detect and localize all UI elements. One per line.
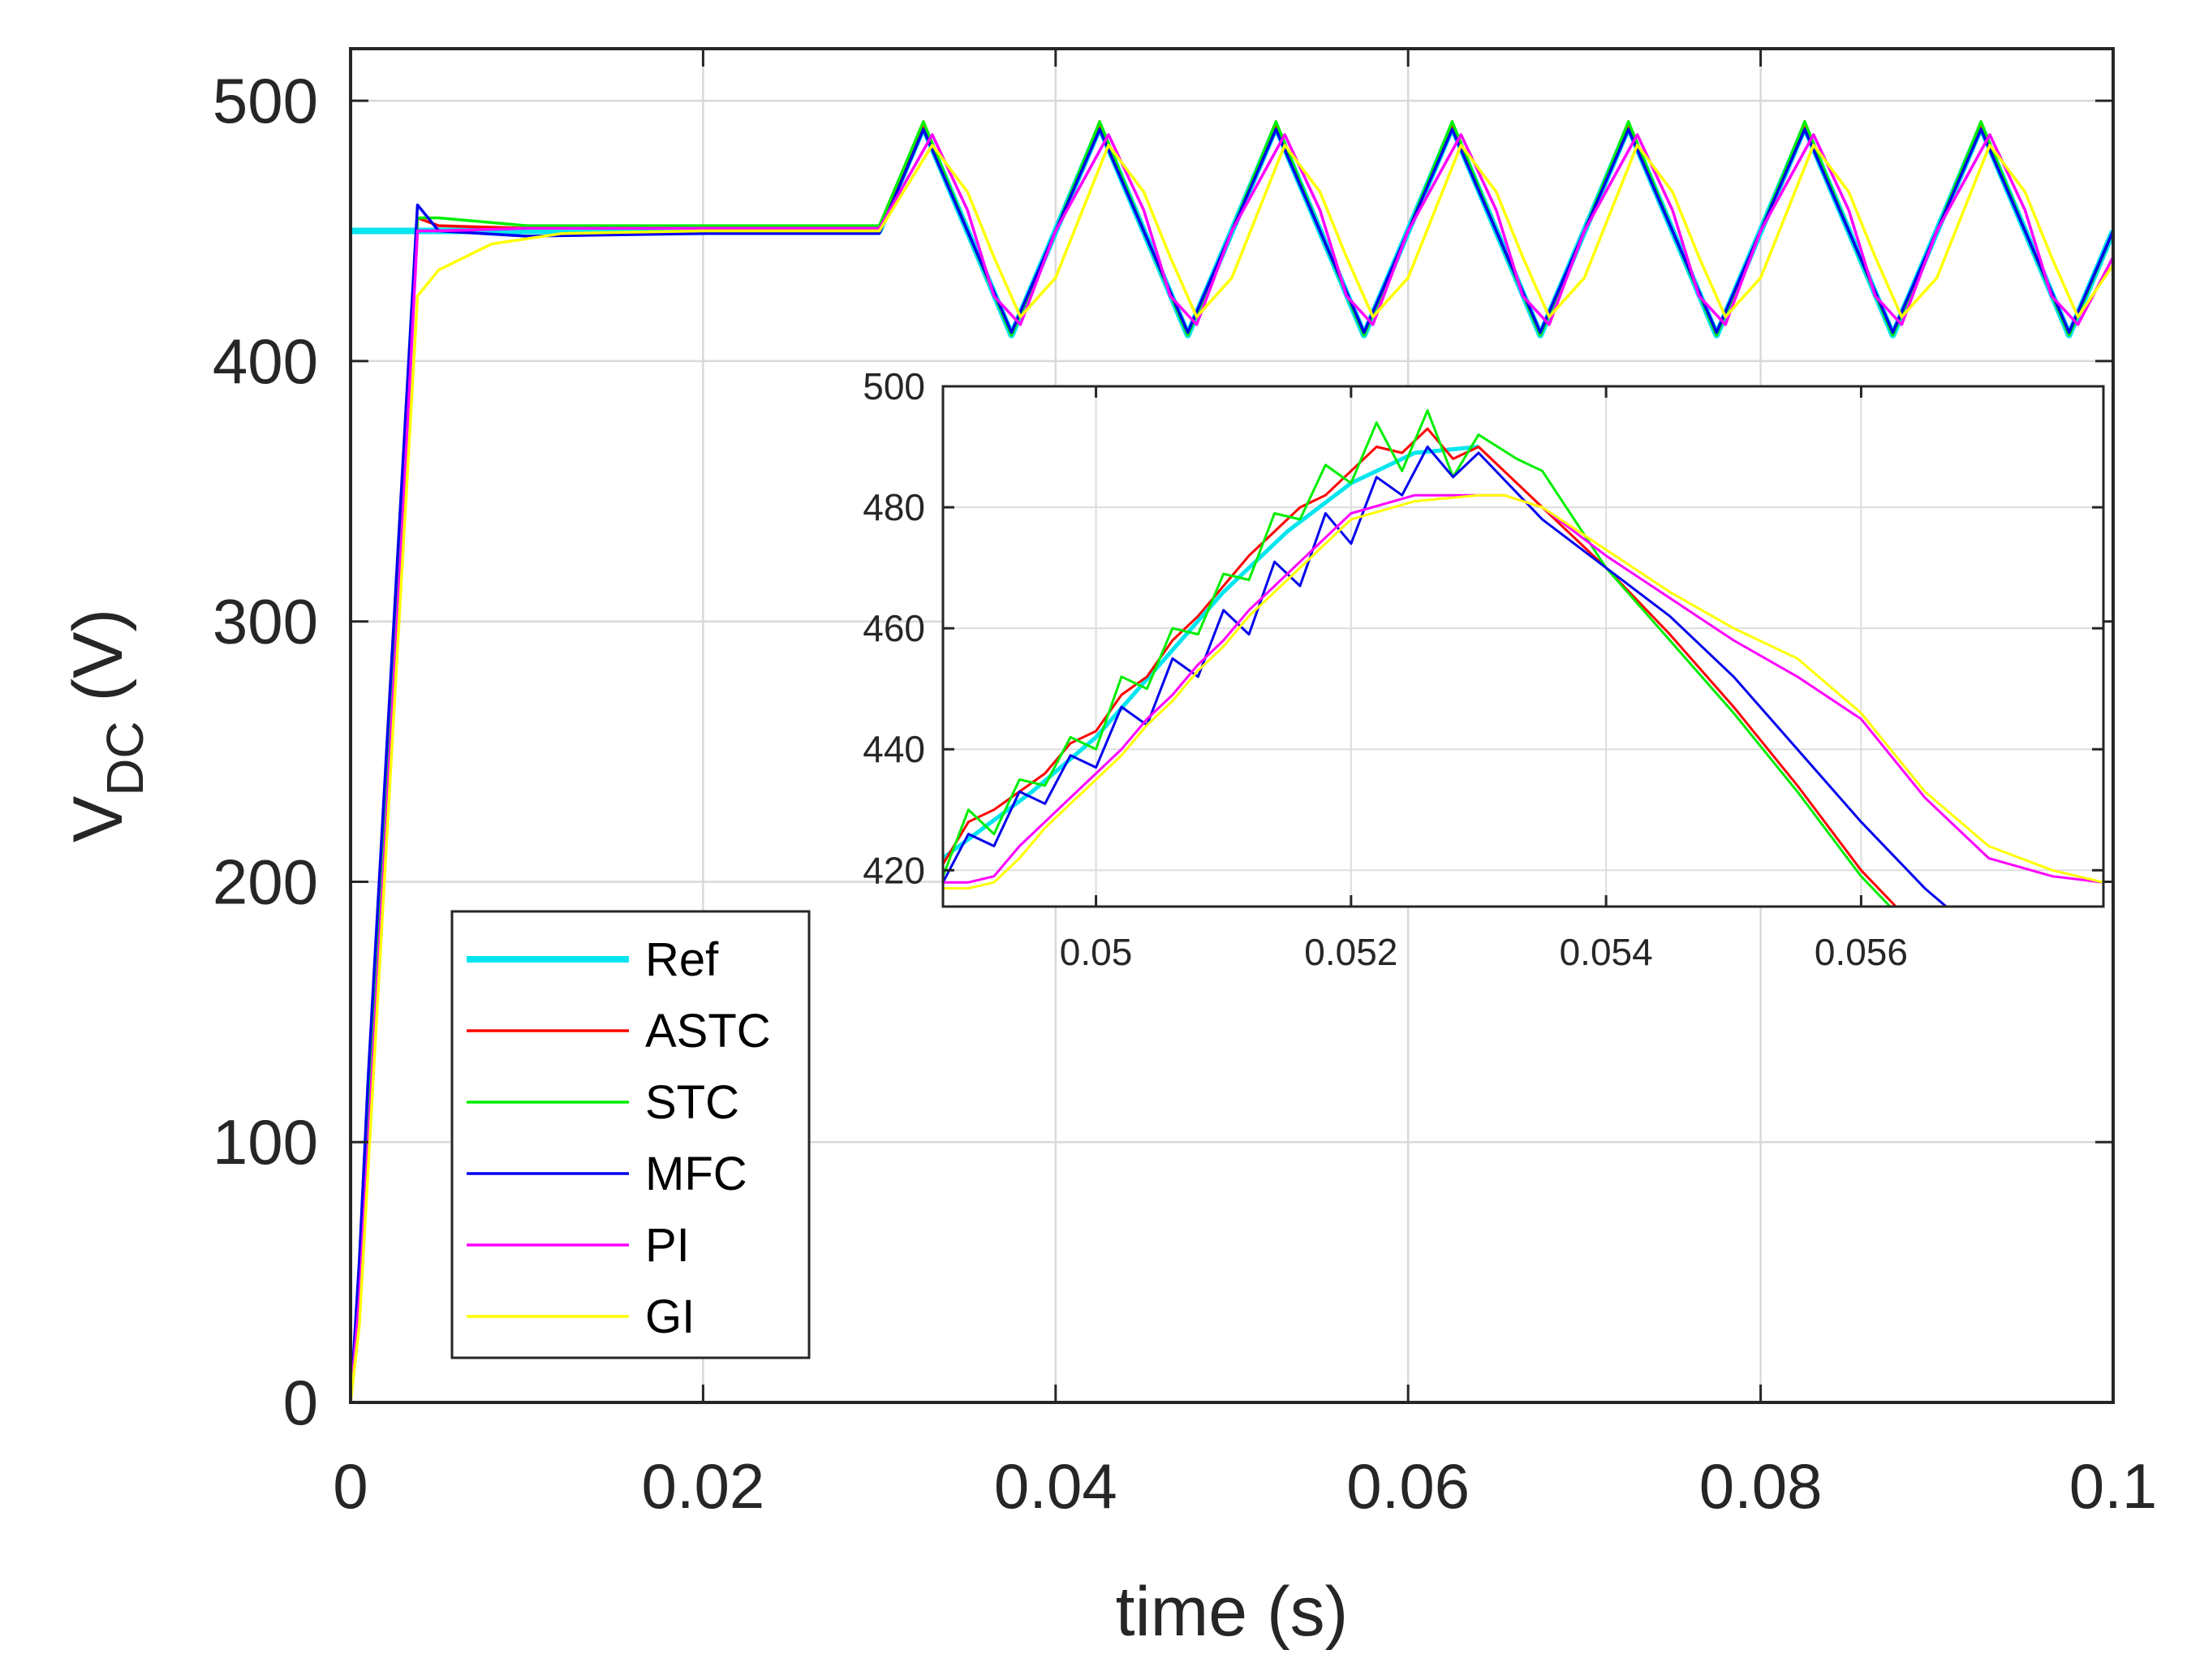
main-x-tick-labels: 0 0.02 0.04 0.06 0.08 0.1 [333,1450,2157,1522]
inset-y-tick-label: 440 [863,728,925,770]
main-y-tick-label: 100 [213,1106,318,1178]
inset-series-astc [943,427,1898,907]
y-axis-label: VDC (V) [59,609,154,842]
inset-plot-lines [943,409,2103,907]
inset-x-tick-label: 0.05 [1060,931,1133,973]
legend-label-gi: GI [645,1290,695,1343]
inset-series-gi [943,493,2103,890]
main-axes-frame [349,47,2115,1404]
main-y-tick-label: 500 [213,65,318,136]
main-y-tick-label: 400 [213,325,318,397]
legend-items: Ref ASTC STC MFC PI GI [467,933,771,1343]
main-x-tick-label: 0.06 [1346,1450,1470,1522]
y-axis-label-subscript: DC [96,721,154,795]
main-x-tick-label: 0 [333,1450,368,1522]
inset-y-tick-labels: 420 440 460 480 500 [863,365,925,891]
legend-label-stc: STC [645,1076,739,1129]
legend-item-stc: STC [467,1076,739,1129]
inset-y-tick-label: 460 [863,607,925,649]
main-x-tick-label: 0.1 [2069,1450,2157,1522]
main-x-tick-label: 0.08 [1699,1450,1823,1522]
inset-y-tick-label: 480 [863,486,925,528]
legend-label-astc: ASTC [645,1005,771,1058]
x-axis-label: time (s) [1116,1573,1349,1651]
inset-y-tick-label: 420 [863,849,925,891]
inset-series-ref [943,445,1479,860]
legend-item-pi: PI [467,1219,690,1272]
legend-label-ref: Ref [645,933,719,986]
legend-item-mfc: MFC [467,1148,747,1200]
legend-box [450,910,811,1359]
legend-item-gi: GI [467,1290,695,1343]
main-y-tick-labels: 0 100 200 300 400 500 [213,65,318,1438]
legend-label-mfc: MFC [645,1148,747,1200]
main-series-gi [351,143,2113,1402]
inset-x-tick-label: 0.056 [1815,931,1908,973]
inset-x-tick-labels: 0.05 0.052 0.054 0.056 [1060,931,1908,973]
inset-axes-frame [941,385,2105,908]
main-series-pi [351,133,2113,1402]
y-axis-label-text: VDC (V) [59,609,154,842]
legend-item-ref: Ref [467,933,719,986]
main-x-tick-label: 0.02 [641,1450,764,1522]
legend: Ref ASTC STC MFC PI GI [450,910,811,1359]
inset-series-pi [943,493,2103,884]
inset-tick-marks [943,385,2103,907]
main-x-tick-label: 0.04 [994,1450,1117,1522]
legend-label-pi: PI [645,1219,690,1272]
y-axis-label-unit: (V) [59,609,137,722]
inset-x-tick-label: 0.054 [1560,931,1653,973]
main-y-tick-label: 0 [283,1367,318,1438]
y-axis-label-main: V [59,796,137,842]
legend-item-astc: ASTC [467,1005,771,1058]
inset-series-stc [943,409,1892,907]
inset-x-tick-label: 0.052 [1304,931,1397,973]
main-y-tick-label: 300 [213,586,318,657]
main-y-tick-label: 200 [213,846,318,917]
inset-axes-background [943,386,2103,907]
main-plot-lines [351,120,2113,1402]
inset-y-tick-label: 500 [863,365,925,407]
